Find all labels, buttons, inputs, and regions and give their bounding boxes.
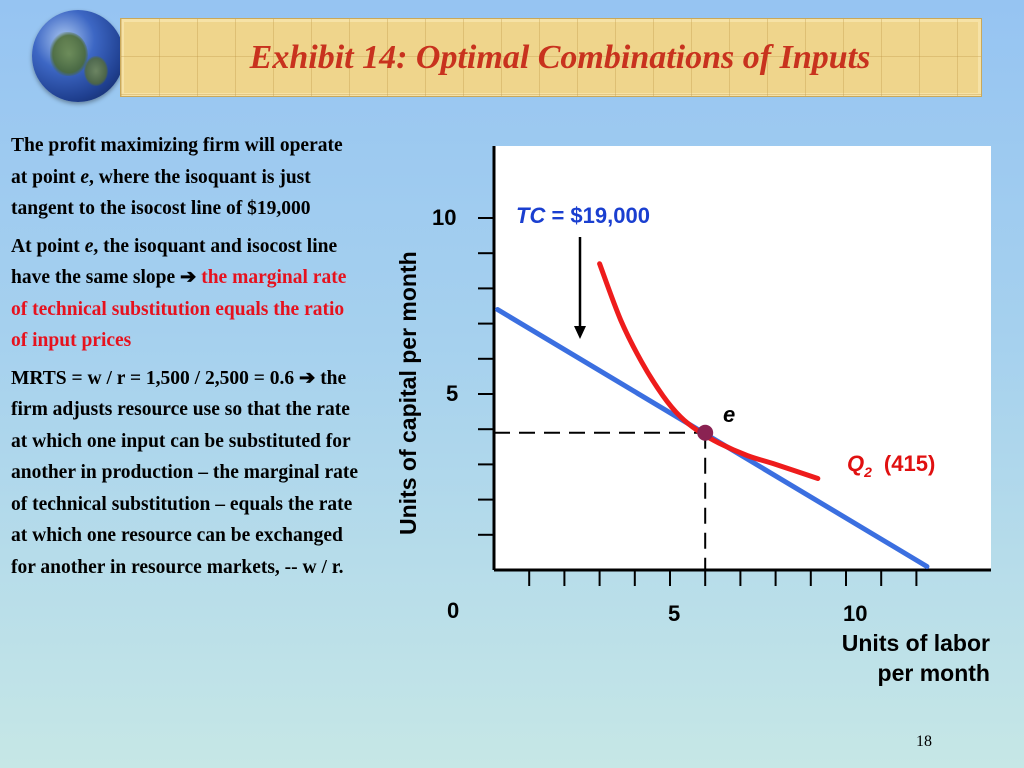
axis-ticks [478, 217, 918, 586]
arrow-right-icon: ➔ [298, 367, 316, 389]
p1-text-b: , where the isoquant is just tangent to … [11, 166, 311, 220]
x-axis-label: Units of labor per month [842, 628, 990, 688]
slide-title: Exhibit 14: Optimal Combinations of Inpu… [249, 38, 871, 76]
p1-text-a: The profit maximizing firm will operate … [11, 135, 343, 188]
q2-label-q: Q [847, 451, 864, 476]
q2-label: Q2 (415) [847, 451, 935, 480]
y-axis-label: Units of capital per month [395, 251, 421, 535]
p2-text-b: , the isoquant and isocost line have the… [11, 235, 338, 289]
x-tick-label-5: 5 [668, 601, 680, 626]
tc-label: TC = $19,000 [516, 203, 650, 228]
x-tick-label-10: 10 [843, 601, 867, 626]
paragraph-2: At point e, the isoquant and isocost lin… [11, 231, 361, 357]
chart-series [494, 261, 930, 570]
slide-number: 18 [916, 733, 932, 750]
tangency-point-e [697, 424, 714, 441]
point-e-label: e [723, 402, 735, 427]
p2-point-e: e [84, 235, 94, 257]
tc-arrow-head [574, 326, 586, 339]
tc-label-value: = $19,000 [545, 203, 650, 228]
tc-label-italic: TC [516, 203, 546, 228]
title-banner: Exhibit 14: Optimal Combinations of Inpu… [120, 18, 982, 97]
isoquant-curve [597, 261, 821, 481]
origin-label: 0 [447, 598, 459, 623]
q2-label-sub: 2 [863, 464, 872, 480]
x-axis-label-line2: per month [877, 660, 990, 686]
banner-grid-pattern [121, 19, 981, 96]
paragraph-1: The profit maximizing firm will operate … [11, 130, 361, 225]
explanation-text: The profit maximizing firm will operate … [11, 130, 361, 589]
p3-text-a: MRTS = w / r = 1,500 / 2,500 = 0.6 [11, 367, 299, 389]
arrow-right-icon: ➔ [180, 267, 197, 288]
p2-highlight-red: the marginal rate of technical substitut… [11, 267, 347, 351]
tc-arrow [574, 237, 586, 339]
q2-label-value: (415) [884, 451, 935, 476]
paragraph-3: MRTS = w / r = 1,500 / 2,500 = 0.6 ➔ the… [11, 363, 361, 584]
globe-logo [32, 10, 124, 102]
x-axis-label-line1: Units of labor [841, 630, 990, 656]
y-tick-label-10: 10 [432, 205, 456, 230]
p1-point-e: e [80, 166, 90, 188]
y-tick-label-5: 5 [446, 381, 458, 406]
p3-text-b: the firm adjusts resource use so that th… [11, 367, 359, 578]
p2-text-a: At point [11, 235, 85, 257]
